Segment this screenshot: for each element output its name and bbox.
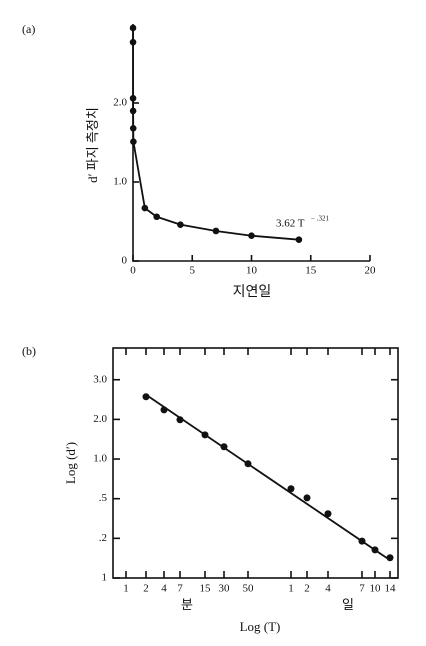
point <box>141 204 149 212</box>
x-tick-label: 10 <box>370 583 382 595</box>
point <box>129 94 137 102</box>
y-tick-label: .2 <box>99 532 107 544</box>
point <box>142 393 150 401</box>
x-tick-label: 0 <box>130 265 136 277</box>
point <box>130 138 137 146</box>
point <box>153 213 160 221</box>
y-tick-label: 3.0 <box>93 373 107 385</box>
y-axis-label: Log (d′) <box>63 442 78 484</box>
y-tick-label: .5 <box>99 492 108 504</box>
plot-frame <box>112 347 399 579</box>
group-label: 분 <box>181 597 193 612</box>
y-axis-label: d′ 파지 측정치 <box>85 107 100 183</box>
x-tick-label: 30 <box>219 583 231 595</box>
point <box>386 554 394 562</box>
point <box>177 221 184 228</box>
x-tick-label: 4 <box>161 583 167 595</box>
point <box>176 416 184 424</box>
annotation: 3.62 T <box>276 218 305 230</box>
x-tick-label: 2 <box>304 583 310 595</box>
x-tick-label: 2 <box>143 583 149 595</box>
point <box>358 537 366 545</box>
curve <box>132 27 299 241</box>
point <box>160 406 168 414</box>
point <box>287 485 295 493</box>
x-tick-label: 1 <box>123 583 129 595</box>
x-tick-label: 15 <box>200 583 212 595</box>
x-tick-label: 50 <box>243 583 255 595</box>
x-tick-label: 5 <box>190 265 196 277</box>
x-tick-label: 20 <box>365 265 377 277</box>
y-tick-label: 1.0 <box>113 176 127 188</box>
x-axis-label: Log (T) <box>240 619 281 634</box>
point <box>129 124 137 132</box>
x-tick-label: 1 <box>288 583 294 595</box>
y-tick-label: 2.0 <box>93 413 107 425</box>
point <box>244 460 252 468</box>
panel-label: (b) <box>22 344 36 358</box>
x-tick-label: 10 <box>246 265 258 277</box>
axes <box>132 24 370 262</box>
y-tick-label: 1.0 <box>93 453 107 465</box>
y-tick-label: 0 <box>122 255 128 267</box>
point <box>129 24 137 32</box>
y-tick-label: 2.0 <box>113 97 127 109</box>
point <box>303 494 311 502</box>
x-axis-label: 지연일 <box>233 284 272 300</box>
point <box>324 510 332 518</box>
point <box>248 232 255 240</box>
x-tick-label: 4 <box>325 583 331 595</box>
x-tick-label: 7 <box>177 583 183 595</box>
point <box>129 38 137 46</box>
x-tick-label: 14 <box>385 583 397 595</box>
point <box>201 431 209 439</box>
y-tick-label: 1 <box>102 572 108 584</box>
point <box>371 546 379 554</box>
point <box>129 107 137 115</box>
point <box>295 236 303 243</box>
point <box>212 227 220 235</box>
group-label: 일 <box>342 597 354 612</box>
x-tick-label: 15 <box>305 265 317 277</box>
trend-line <box>145 394 391 561</box>
annotation-exponent: − .321 <box>311 215 329 223</box>
x-tick-label: 7 <box>359 583 365 595</box>
point <box>220 443 228 451</box>
panel-label: (a) <box>22 22 35 36</box>
